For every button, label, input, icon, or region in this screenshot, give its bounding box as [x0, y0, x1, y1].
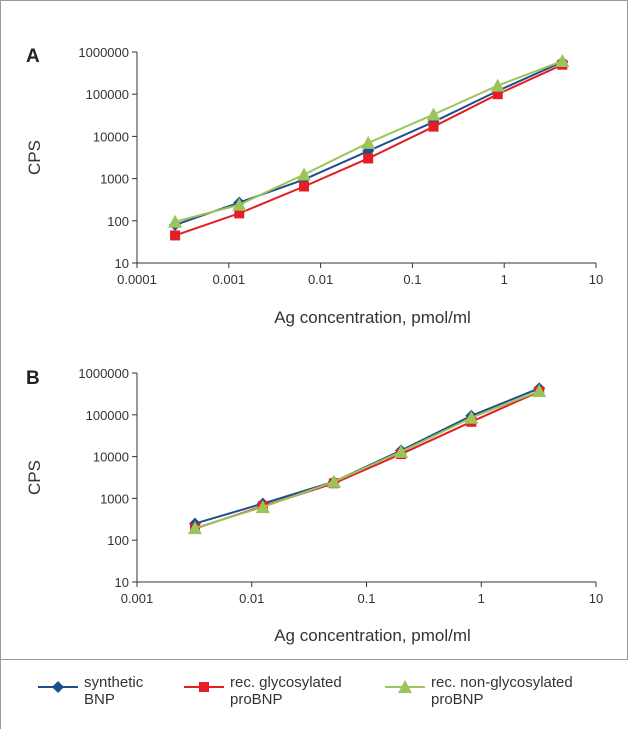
series-triangle [168, 54, 570, 228]
y-tick-label: 1000 [100, 491, 129, 506]
panel-letter: B [26, 368, 40, 389]
y-tick-label: 1000 [100, 172, 129, 187]
y-tick-label: 100000 [86, 408, 129, 423]
legend-label-line2: proBNP [230, 691, 283, 708]
data-point-triangle [394, 444, 409, 458]
y-tick-label: 100 [107, 214, 129, 229]
legend-swatch-triangle [385, 680, 425, 693]
data-point-square [428, 121, 439, 132]
data-point-square [170, 230, 181, 241]
legend-label: rec. glycosylated proBNP [230, 674, 380, 708]
x-tick-label: 1 [478, 591, 485, 606]
data-point-triangle [490, 78, 505, 92]
legend-label-line1: synthetic [84, 674, 144, 691]
x-tick-label: 0.01 [239, 591, 264, 606]
legend: synthetic BNP rec. glycosylated proBNP r… [38, 674, 628, 722]
x-tick-label: 0.01 [308, 272, 333, 287]
series-triangle [187, 384, 547, 535]
chart-panel-a: A 10 100 1000 10000 100000 1000000 0.0001 0.001 0… [25, 45, 603, 327]
data-point-square [363, 153, 374, 164]
legend-label-line1: rec. glycosylated [230, 674, 342, 691]
data-point-triangle [532, 384, 547, 398]
y-axis-label: CPS [25, 460, 44, 495]
data-point-square [299, 181, 310, 192]
legend-label: synthetic BNP [84, 674, 234, 708]
data-point-triangle [297, 167, 312, 181]
legend-label-line2: BNP [84, 691, 115, 708]
x-tick-label: 10 [589, 591, 603, 606]
data-point-triangle [426, 107, 441, 121]
data-point-triangle [361, 135, 376, 149]
y-tick-label: 1000000 [78, 45, 129, 60]
y-tick-label: 10000 [93, 129, 129, 144]
data-point-triangle [255, 500, 270, 514]
y-tick-label: 100 [107, 533, 129, 548]
data-point-triangle [555, 54, 570, 68]
legend-swatch-diamond [38, 681, 78, 693]
frame-left-border [0, 0, 1, 729]
series-diamond [188, 382, 546, 530]
x-tick-label: 10 [589, 272, 603, 287]
y-tick-label: 1000000 [78, 366, 129, 381]
y-tick-label: 10 [115, 575, 129, 590]
legend-label-line1: rec. non-glycosylated [431, 674, 573, 691]
x-axis-label: Ag concentration, pmol/ml [274, 308, 471, 327]
frame-divider [0, 659, 628, 660]
frame-top-border [0, 0, 628, 1]
data-point-square [492, 89, 503, 100]
data-point-triangle [168, 214, 183, 228]
data-point-triangle [326, 474, 341, 488]
chart-panel-b: B 10 100 1000 10000 100000 1000000 0.001 0.01 0.1… [25, 366, 603, 645]
series-line [194, 387, 540, 525]
legend-label: rec. non-glycosylated proBNP [431, 674, 628, 708]
panel-letter: A [26, 46, 40, 67]
y-tick-label: 100000 [86, 87, 129, 102]
x-tick-label: 0.1 [357, 591, 375, 606]
data-point-triangle [464, 410, 479, 424]
x-tick-label: 0.001 [121, 591, 154, 606]
x-tick-label: 1 [501, 272, 508, 287]
x-axis-label: Ag concentration, pmol/ml [274, 626, 471, 645]
charts-canvas: A 10 100 1000 10000 100000 1000000 0.0001 0.001 0… [25, 45, 603, 645]
data-point-triangle [232, 197, 247, 211]
data-point-triangle [187, 521, 202, 535]
data-point-square [234, 208, 245, 219]
y-axis-label: CPS [25, 140, 44, 175]
legend-swatch-square [184, 682, 224, 692]
y-tick-label: 10000 [93, 450, 129, 465]
y-tick-label: 10 [115, 256, 129, 271]
x-tick-label: 0.0001 [117, 272, 157, 287]
legend-label-line2: proBNP [431, 691, 484, 708]
series-line [194, 390, 540, 530]
x-tick-label: 0.1 [403, 272, 421, 287]
x-tick-label: 0.001 [213, 272, 246, 287]
